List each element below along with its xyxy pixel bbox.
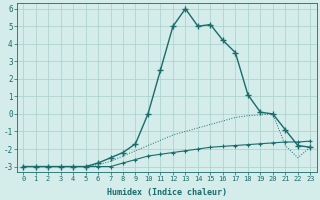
X-axis label: Humidex (Indice chaleur): Humidex (Indice chaleur) xyxy=(107,188,227,197)
